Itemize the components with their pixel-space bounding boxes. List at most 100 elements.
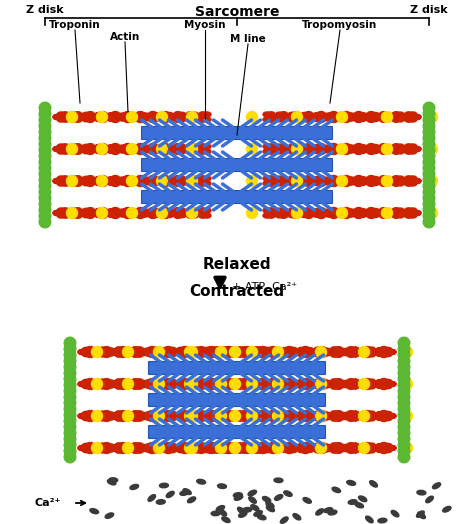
Ellipse shape bbox=[186, 112, 194, 117]
Ellipse shape bbox=[181, 385, 189, 389]
Ellipse shape bbox=[303, 498, 311, 503]
Ellipse shape bbox=[123, 414, 131, 420]
Circle shape bbox=[91, 346, 102, 357]
Ellipse shape bbox=[232, 445, 240, 450]
Ellipse shape bbox=[128, 444, 136, 449]
Ellipse shape bbox=[57, 144, 65, 149]
Ellipse shape bbox=[160, 447, 168, 452]
Ellipse shape bbox=[99, 352, 107, 357]
Ellipse shape bbox=[170, 211, 178, 216]
Ellipse shape bbox=[388, 114, 396, 119]
Ellipse shape bbox=[343, 380, 351, 385]
Ellipse shape bbox=[413, 179, 421, 183]
Ellipse shape bbox=[53, 211, 61, 215]
Ellipse shape bbox=[61, 149, 69, 154]
Circle shape bbox=[398, 451, 410, 463]
Circle shape bbox=[398, 427, 410, 439]
Ellipse shape bbox=[288, 117, 296, 122]
Ellipse shape bbox=[367, 181, 375, 187]
Ellipse shape bbox=[244, 414, 252, 420]
Ellipse shape bbox=[195, 146, 203, 151]
Ellipse shape bbox=[123, 446, 131, 452]
Ellipse shape bbox=[78, 115, 86, 120]
Circle shape bbox=[398, 361, 410, 373]
Ellipse shape bbox=[131, 384, 139, 389]
Ellipse shape bbox=[145, 177, 153, 182]
Ellipse shape bbox=[57, 149, 65, 154]
Ellipse shape bbox=[191, 117, 199, 122]
Ellipse shape bbox=[236, 411, 244, 416]
Ellipse shape bbox=[211, 352, 219, 356]
Ellipse shape bbox=[322, 383, 330, 388]
Ellipse shape bbox=[152, 443, 160, 448]
Ellipse shape bbox=[189, 445, 197, 450]
Ellipse shape bbox=[346, 177, 355, 182]
Ellipse shape bbox=[128, 383, 136, 388]
Ellipse shape bbox=[305, 208, 313, 213]
Ellipse shape bbox=[218, 383, 226, 388]
Ellipse shape bbox=[78, 350, 86, 355]
Ellipse shape bbox=[131, 347, 139, 352]
Ellipse shape bbox=[263, 112, 271, 117]
Circle shape bbox=[127, 144, 137, 155]
Ellipse shape bbox=[296, 147, 304, 152]
Ellipse shape bbox=[351, 416, 359, 421]
Ellipse shape bbox=[313, 148, 321, 154]
Ellipse shape bbox=[376, 444, 383, 449]
Ellipse shape bbox=[380, 176, 388, 181]
Circle shape bbox=[423, 132, 435, 144]
Circle shape bbox=[273, 442, 283, 453]
Ellipse shape bbox=[185, 384, 193, 388]
Ellipse shape bbox=[148, 411, 156, 416]
Ellipse shape bbox=[263, 384, 271, 389]
Ellipse shape bbox=[292, 176, 300, 181]
Ellipse shape bbox=[119, 116, 128, 121]
Text: Myosin: Myosin bbox=[184, 20, 226, 30]
Ellipse shape bbox=[99, 379, 107, 384]
Ellipse shape bbox=[201, 444, 210, 449]
Ellipse shape bbox=[78, 114, 86, 119]
Ellipse shape bbox=[248, 383, 256, 388]
Ellipse shape bbox=[298, 347, 306, 352]
Text: Relaxed: Relaxed bbox=[203, 257, 271, 272]
Ellipse shape bbox=[199, 176, 207, 181]
Ellipse shape bbox=[131, 352, 139, 357]
Ellipse shape bbox=[293, 381, 301, 387]
Ellipse shape bbox=[160, 416, 168, 420]
Ellipse shape bbox=[364, 378, 371, 384]
Ellipse shape bbox=[313, 209, 321, 214]
Ellipse shape bbox=[219, 352, 228, 357]
Ellipse shape bbox=[252, 384, 260, 389]
Ellipse shape bbox=[153, 209, 161, 214]
Ellipse shape bbox=[124, 176, 132, 180]
Ellipse shape bbox=[384, 411, 392, 416]
Ellipse shape bbox=[185, 416, 193, 420]
Ellipse shape bbox=[111, 213, 119, 219]
Ellipse shape bbox=[95, 113, 103, 117]
Ellipse shape bbox=[65, 211, 73, 216]
Ellipse shape bbox=[371, 213, 379, 217]
Ellipse shape bbox=[380, 149, 388, 155]
Ellipse shape bbox=[215, 349, 223, 354]
Ellipse shape bbox=[388, 350, 396, 355]
Ellipse shape bbox=[124, 112, 132, 116]
Text: + ATP, Ca²⁺: + ATP, Ca²⁺ bbox=[232, 282, 297, 292]
Ellipse shape bbox=[224, 353, 232, 357]
Ellipse shape bbox=[115, 379, 123, 384]
Ellipse shape bbox=[384, 379, 392, 384]
Ellipse shape bbox=[413, 211, 421, 215]
Circle shape bbox=[358, 410, 370, 421]
Ellipse shape bbox=[211, 347, 219, 353]
Ellipse shape bbox=[288, 208, 296, 213]
Ellipse shape bbox=[264, 383, 273, 388]
Ellipse shape bbox=[284, 211, 292, 216]
Ellipse shape bbox=[74, 208, 82, 213]
Ellipse shape bbox=[298, 379, 306, 384]
Circle shape bbox=[398, 343, 410, 355]
Ellipse shape bbox=[271, 211, 279, 216]
Ellipse shape bbox=[263, 447, 271, 453]
Ellipse shape bbox=[128, 414, 136, 420]
Ellipse shape bbox=[306, 379, 314, 385]
Ellipse shape bbox=[203, 112, 211, 117]
Circle shape bbox=[127, 176, 137, 187]
